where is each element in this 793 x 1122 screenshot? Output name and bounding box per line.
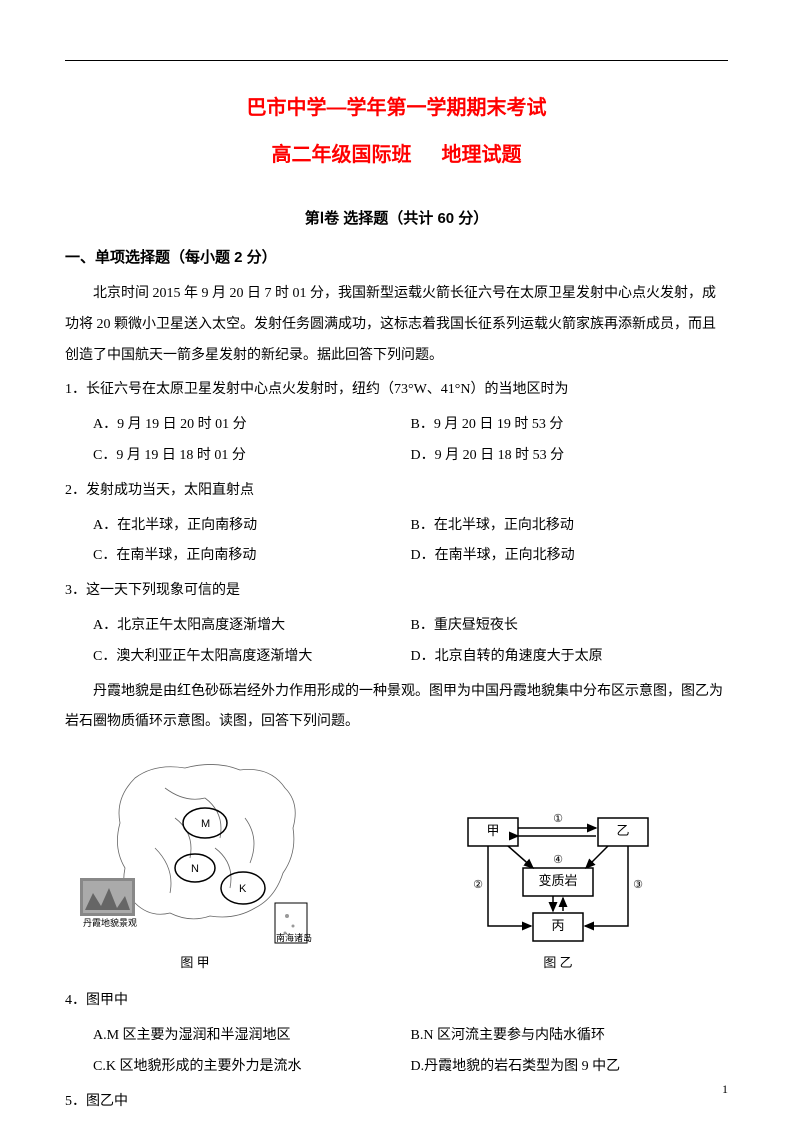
box-yi: 乙 bbox=[616, 823, 629, 838]
q4-opt-c: C.K 区地貌形成的主要外力是流水 bbox=[93, 1052, 411, 1083]
q4-options: A.M 区主要为湿润和半湿润地区 B.N 区河流主要参与内陆水循环 C.K 区地… bbox=[65, 1021, 728, 1083]
intro-paragraph-1: 北京时间 2015 年 9 月 20 日 7 时 01 分，我国新型运载火箭长征… bbox=[65, 279, 728, 371]
q2-opt-b: B．在北半球，正向北移动 bbox=[411, 511, 729, 542]
part-header: 第Ⅰ卷 选择题（共计 60 分） bbox=[65, 207, 728, 228]
q1-opt-a: A．9 月 19 日 20 时 01 分 bbox=[93, 410, 411, 441]
title-sub: 高二年级国际班 地理试题 bbox=[65, 138, 728, 167]
box-jia: 甲 bbox=[486, 823, 499, 838]
region-k-label: K bbox=[239, 883, 247, 895]
q3-stem: 3．这一天下列现象可信的是 bbox=[65, 576, 728, 607]
photo-caption: 丹霞地貌景观 bbox=[83, 917, 137, 928]
china-map-svg: M N K 丹霞地貌景观 南海诸岛 bbox=[75, 748, 315, 948]
figure-jia-caption: 图 甲 bbox=[65, 952, 325, 971]
q1-stem: 1．长征六号在太原卫星发射中心点火发射时，纽约（73°W、41°N）的当地区时为 bbox=[65, 375, 728, 406]
q4-opt-d: D.丹霞地貌的岩石类型为图 9 中乙 bbox=[411, 1052, 729, 1083]
q3-opt-c: C．澳大利亚正午太阳高度逐渐增大 bbox=[93, 642, 411, 673]
q4-opt-a: A.M 区主要为湿润和半湿润地区 bbox=[93, 1021, 411, 1052]
figure-jia: M N K 丹霞地貌景观 南海诸岛 图 甲 bbox=[65, 748, 325, 971]
region-m-label: M bbox=[201, 818, 210, 830]
q5-stem: 5．图乙中 bbox=[65, 1087, 728, 1118]
q4-opt-b: B.N 区河流主要参与内陆水循环 bbox=[411, 1021, 729, 1052]
arrow-3: ③ bbox=[633, 879, 643, 891]
title-sub-right: 地理试题 bbox=[442, 144, 522, 166]
figure-yi: 甲 乙 变质岩 丙 ① ② ③ ④ bbox=[428, 808, 688, 971]
q1-opt-d: D．9 月 20 日 18 时 53 分 bbox=[411, 441, 729, 472]
q3-opt-b: B．重庆昼短夜长 bbox=[411, 611, 729, 642]
island-label: 南海诸岛 bbox=[276, 932, 312, 943]
title-sub-left: 高二年级国际班 bbox=[272, 144, 412, 166]
q4-stem: 4．图甲中 bbox=[65, 986, 728, 1017]
figures-row: M N K 丹霞地貌景观 南海诸岛 图 甲 bbox=[65, 748, 728, 971]
arrow-4: ④ bbox=[553, 854, 563, 866]
q2-stem: 2．发射成功当天，太阳直射点 bbox=[65, 476, 728, 507]
q1-options: A．9 月 19 日 20 时 01 分 B．9 月 20 日 19 时 53 … bbox=[65, 410, 728, 472]
subsection-header: 一、单项选择题（每小题 2 分） bbox=[65, 246, 728, 267]
q2-options: A．在北半球，正向南移动 B．在北半球，正向北移动 C．在南半球，正向南移动 D… bbox=[65, 511, 728, 573]
arrow-1: ① bbox=[553, 813, 563, 825]
arrow-2: ② bbox=[473, 879, 483, 891]
region-n-label: N bbox=[191, 863, 199, 875]
q2-opt-d: D．在南半球，正向北移动 bbox=[411, 541, 729, 572]
q2-opt-c: C．在南半球，正向南移动 bbox=[93, 541, 411, 572]
intro-paragraph-2: 丹霞地貌是由红色砂砾岩经外力作用形成的一种景观。图甲为中国丹霞地貌集中分布区示意… bbox=[65, 677, 728, 739]
q1-opt-b: B．9 月 20 日 19 时 53 分 bbox=[411, 410, 729, 441]
page-number: 1 bbox=[722, 1082, 728, 1097]
q3-opt-d: D．北京自转的角速度大于太原 bbox=[411, 642, 729, 673]
box-bing: 丙 bbox=[551, 918, 564, 933]
figure-yi-caption: 图 乙 bbox=[428, 952, 688, 971]
header-rule bbox=[65, 60, 728, 61]
title-main: 巴市中学—学年第一学期期末考试 bbox=[65, 91, 728, 120]
q3-options: A．北京正午太阳高度逐渐增大 B．重庆昼短夜长 C．澳大利亚正午太阳高度逐渐增大… bbox=[65, 611, 728, 673]
rock-cycle-diagram: 甲 乙 变质岩 丙 ① ② ③ ④ bbox=[438, 808, 678, 948]
q1-opt-c: C．9 月 19 日 18 时 01 分 bbox=[93, 441, 411, 472]
box-metamorphic: 变质岩 bbox=[538, 873, 577, 888]
q3-opt-a: A．北京正午太阳高度逐渐增大 bbox=[93, 611, 411, 642]
q2-opt-a: A．在北半球，正向南移动 bbox=[93, 511, 411, 542]
